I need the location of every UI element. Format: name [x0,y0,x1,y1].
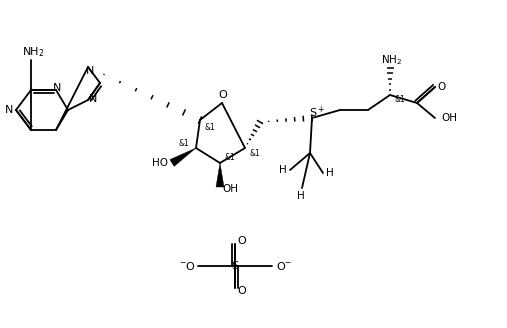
Text: O: O [238,286,246,296]
Text: N: N [5,105,13,115]
Text: N: N [89,94,97,104]
Text: O$^{-}$: O$^{-}$ [276,260,292,272]
Text: O: O [238,236,246,246]
Text: $^{-}$O: $^{-}$O [179,260,197,272]
Text: &1: &1 [394,95,406,105]
Text: S: S [231,261,239,271]
Text: NH$_2$: NH$_2$ [22,45,44,59]
Polygon shape [216,163,224,187]
Text: OH: OH [441,113,457,123]
Text: N: N [86,66,94,76]
Text: H: H [326,168,334,178]
Text: HO: HO [152,158,168,168]
Polygon shape [170,148,196,166]
Text: &1: &1 [205,122,215,132]
Text: NH$_2$: NH$_2$ [381,53,403,67]
Text: &1: &1 [249,150,261,158]
Text: H: H [297,191,305,201]
Text: S$^+$: S$^+$ [309,104,325,120]
Text: H: H [279,165,287,175]
Text: O: O [219,90,227,100]
Text: N: N [53,83,61,93]
Text: O: O [437,82,445,92]
Text: &1: &1 [225,153,235,161]
Text: &1: &1 [178,139,190,149]
Text: OH: OH [222,184,238,194]
